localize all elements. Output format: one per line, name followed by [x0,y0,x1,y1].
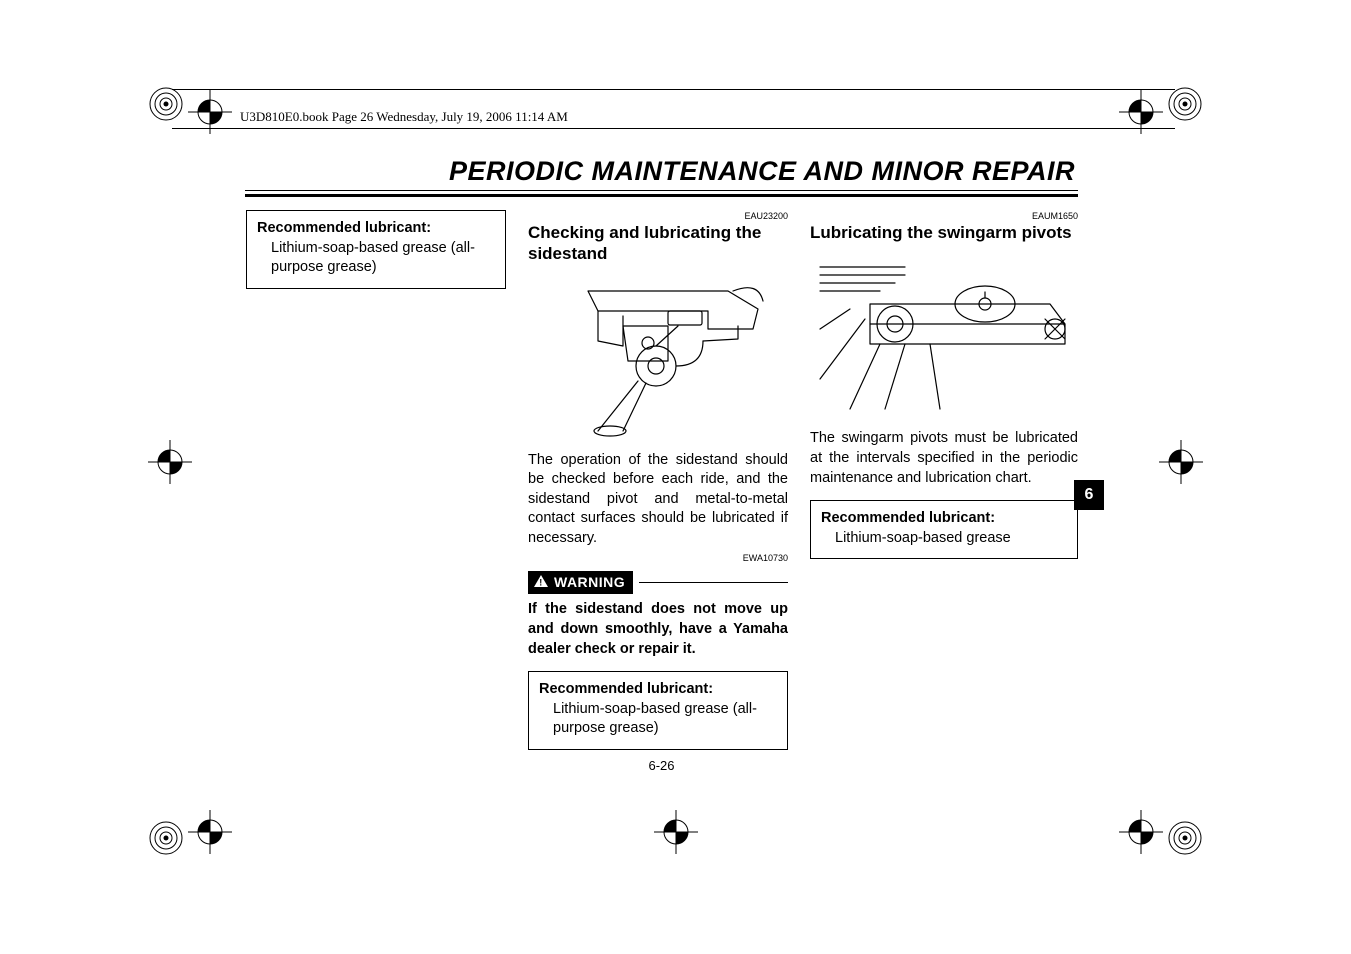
section-heading-sidestand: Checking and lubricating the sidestand [528,222,788,265]
lubricant-label: Recommended lubricant: [539,680,777,700]
title-rule-thin [245,190,1078,191]
doc-code-warning: EWA10730 [528,552,788,564]
page: U3D810E0.book Page 26 Wednesday, July 19… [0,0,1351,954]
print-header-rule-bottom [172,128,1175,129]
reg-mark-bl-bullseye [148,820,184,856]
reg-mark-br-bullseye [1167,820,1203,856]
warning-text: If the sidestand does not move up and do… [528,600,788,659]
column-3: EAUM1650 Lubricating the swingarm pivots [810,210,1078,559]
warning-icon: ! [534,573,548,592]
reg-mark-ml-cross [148,440,192,484]
title-rule-thick [245,194,1078,197]
lubricant-box-1: Recommended lubricant: Lithium-soap-base… [246,210,506,289]
reg-mark-bc-cross [654,810,698,854]
lubricant-box-2: Recommended lubricant: Lithium-soap-base… [528,671,788,750]
svg-text:!: ! [539,577,543,587]
print-header: U3D810E0.book Page 26 Wednesday, July 19… [240,109,568,125]
warning-label: WARNING [554,573,625,592]
section-heading-swingarm: Lubricating the swingarm pivots [810,222,1078,243]
illustration-sidestand [528,271,788,441]
reg-mark-bl-cross [188,810,232,854]
column-1: Recommended lubricant: Lithium-soap-base… [246,210,506,289]
page-number: 6-26 [245,758,1078,773]
sidestand-body: The operation of the sidestand should be… [528,451,788,549]
lubricant-box-3: Recommended lubricant: Lithium-soap-base… [810,500,1078,559]
lubricant-value: Lithium-soap-based grease (all-purpose g… [257,239,495,278]
reg-mark-tl-bullseye [148,86,184,122]
illustration-swingarm [810,249,1070,419]
reg-mark-mr-cross [1159,440,1203,484]
doc-code: EAU23200 [528,210,788,222]
warning-rule [639,582,788,583]
reg-mark-tr-bullseye [1167,86,1203,122]
reg-mark-br-cross [1119,810,1163,854]
swingarm-body: The swingarm pivots must be lubricated a… [810,429,1078,488]
warning-badge-row: ! WARNING [528,571,788,595]
doc-code: EAUM1650 [810,210,1078,222]
lubricant-label: Recommended lubricant: [257,219,495,239]
chapter-title: PERIODIC MAINTENANCE AND MINOR REPAIR [245,156,1075,187]
column-2: EAU23200 Checking and lubricating the si… [528,210,788,750]
chapter-tab: 6 [1074,480,1104,510]
print-header-rule-top [172,89,1175,90]
warning-badge: ! WARNING [528,571,633,595]
lubricant-value: Lithium-soap-based grease [821,529,1067,549]
lubricant-label: Recommended lubricant: [821,509,1067,529]
lubricant-value: Lithium-soap-based grease (all-purpose g… [539,700,777,739]
